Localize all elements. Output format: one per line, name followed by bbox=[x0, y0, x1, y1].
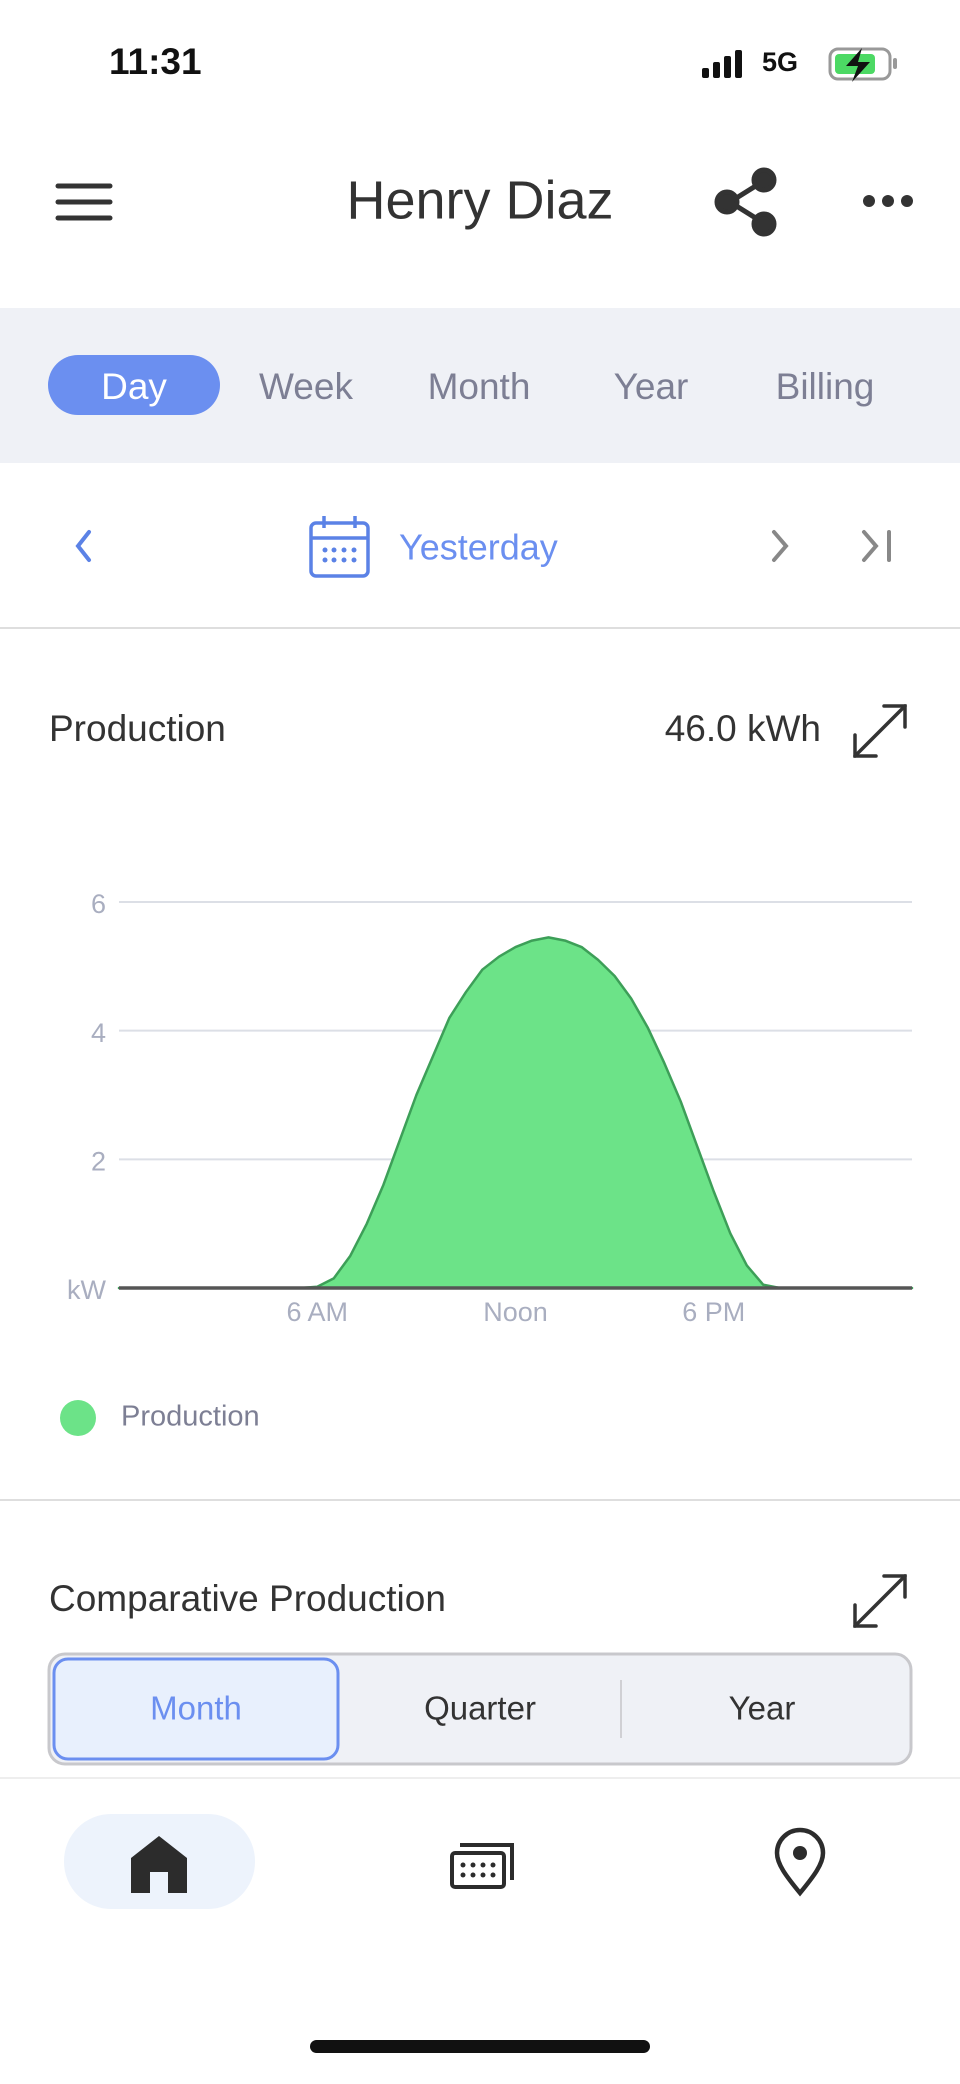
network-label: 5G bbox=[762, 47, 798, 77]
tab[interactable]: Day bbox=[101, 366, 167, 407]
tab[interactable]: Billing bbox=[776, 366, 875, 407]
battery-icon bbox=[828, 47, 897, 82]
calendar-icon bbox=[309, 516, 370, 578]
header-title: Henry Diaz bbox=[346, 170, 613, 230]
prev-button[interactable] bbox=[75, 530, 91, 562]
expand-button[interactable] bbox=[853, 704, 907, 758]
section-title: Comparative Production bbox=[49, 1578, 446, 1619]
segment[interactable]: Year bbox=[729, 1690, 796, 1727]
tab-active bbox=[48, 355, 220, 415]
tab[interactable]: Month bbox=[428, 366, 531, 407]
share-button[interactable] bbox=[714, 167, 777, 237]
tab[interactable]: Week bbox=[259, 366, 353, 407]
segment[interactable]: Quarter bbox=[424, 1690, 536, 1727]
nav-devices[interactable] bbox=[450, 1843, 514, 1889]
segment[interactable]: Month bbox=[150, 1690, 242, 1727]
more-button[interactable] bbox=[863, 195, 913, 207]
chart-title: Production bbox=[49, 708, 226, 749]
y-tick-label: kW bbox=[67, 1275, 107, 1305]
status-time: 11:31 bbox=[109, 41, 202, 82]
last-button[interactable] bbox=[862, 530, 891, 562]
home-indicator bbox=[310, 2040, 650, 2053]
y-tick-label: 2 bbox=[91, 1146, 106, 1176]
menu-button[interactable] bbox=[55, 183, 113, 221]
segment-active bbox=[52, 1657, 340, 1761]
area bbox=[117, 936, 914, 1290]
x-tick-label: Noon bbox=[483, 1297, 548, 1327]
expand-button[interactable] bbox=[853, 1574, 907, 1628]
legend-label: Production bbox=[121, 1401, 260, 1433]
x-tick-label: 6 AM bbox=[286, 1297, 348, 1327]
x-tick-label: 6 PM bbox=[682, 1297, 745, 1327]
y-tick-label: 4 bbox=[91, 1018, 106, 1048]
signal-icon bbox=[702, 50, 742, 78]
date-label[interactable]: Yesterday bbox=[399, 527, 558, 568]
tab[interactable]: Year bbox=[614, 366, 689, 407]
nav-home[interactable] bbox=[131, 1836, 187, 1893]
next-button[interactable] bbox=[772, 530, 789, 562]
nav-location[interactable] bbox=[774, 1827, 826, 1897]
y-tick-label: 6 bbox=[91, 889, 106, 919]
chart-total: 46.0 kWh bbox=[665, 708, 821, 749]
legend-swatch bbox=[60, 1400, 96, 1436]
